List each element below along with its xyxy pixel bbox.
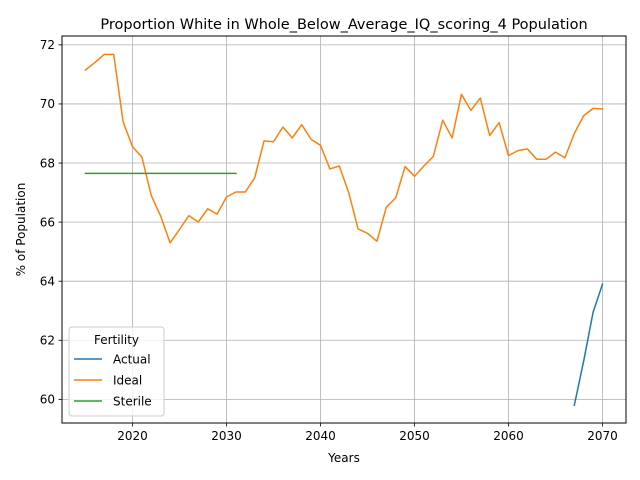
y-axis-title: % of Population <box>14 183 28 277</box>
plot-frame <box>61 35 627 424</box>
y-axis: 60 62 64 66 68 70 72 <box>40 38 62 407</box>
legend-label-sterile: Sterile <box>113 394 152 408</box>
x-tick-label: 2050 <box>399 429 430 443</box>
x-axis-title: Years <box>327 451 360 465</box>
legend-label-ideal: Ideal <box>113 373 142 387</box>
y-tick-label: 66 <box>40 215 55 229</box>
y-tick-label: 62 <box>40 334 55 348</box>
legend-box <box>68 326 165 417</box>
x-tick-label: 2020 <box>117 429 148 443</box>
y-tick-label: 64 <box>40 274 55 288</box>
series-line-ideal <box>84 53 604 244</box>
y-tick-label: 72 <box>40 38 55 52</box>
series-line-actual <box>573 283 604 407</box>
chart-title: Proportion White in Whole_Below_Average_… <box>100 17 587 33</box>
legend: Fertility Actual Ideal Sterile <box>68 326 165 417</box>
y-tick-label: 68 <box>40 156 55 170</box>
x-tick-label: 2030 <box>211 429 242 443</box>
y-tick-label: 60 <box>40 393 55 407</box>
x-tick-label: 2040 <box>305 429 336 443</box>
series-layer <box>84 53 604 407</box>
x-tick-label: 2070 <box>587 429 618 443</box>
legend-label-actual: Actual <box>113 352 151 366</box>
x-tick-label: 2060 <box>493 429 524 443</box>
y-tick-label: 70 <box>40 97 55 111</box>
legend-entries: Actual Ideal Sterile <box>74 352 152 408</box>
x-axis: 2020 2030 2040 2050 2060 2070 <box>117 423 618 443</box>
legend-title: Fertility <box>94 333 139 347</box>
